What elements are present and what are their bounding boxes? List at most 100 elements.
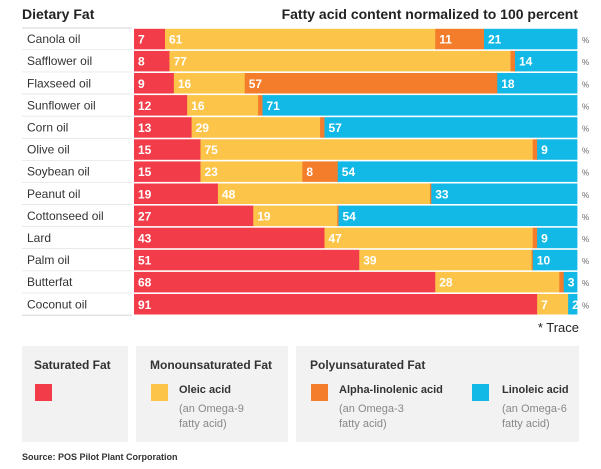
bar-label-oleic: 61: [169, 33, 183, 47]
legend-poly-title: Polyunsaturated Fat: [310, 358, 426, 372]
row-label: Butterfat: [27, 275, 73, 289]
row-label: Canola oil: [27, 32, 80, 46]
bar-saturated: [134, 271, 436, 293]
bar-label-oleic: 39: [363, 254, 377, 268]
bar-label-alpha: 57: [249, 77, 263, 91]
bar-saturated: [134, 139, 201, 160]
bar-alpha: [532, 139, 538, 160]
row-header: Dietary Fat: [22, 6, 95, 22]
bar-label-saturated: 7: [138, 33, 145, 47]
bar-oleic: [537, 294, 569, 315]
legend-mono-panel: Monounsaturated Fat Oleic acid (an Omega…: [136, 346, 288, 442]
bar-label-linoleic: 54: [342, 165, 356, 179]
percent-sign: %: [582, 169, 589, 178]
bar-oleic: [200, 161, 303, 182]
bar-saturated: [134, 294, 538, 315]
bar-label-oleic: 19: [257, 209, 271, 223]
bar-alpha: [559, 271, 565, 293]
legend-saturated-title: Saturated Fat: [34, 358, 111, 372]
bar-oleic: [187, 95, 259, 116]
bar-alpha: [531, 249, 534, 271]
bar-label-linoleic: 21: [488, 33, 502, 47]
row-label: Soybean oil: [27, 165, 90, 179]
bar-label-saturated: 9: [138, 77, 145, 91]
legend-linoleic-name: Linoleic acid: [502, 384, 569, 396]
bar-label-oleic: 28: [439, 276, 453, 290]
percent-sign: %: [582, 235, 589, 244]
percent-sign: %: [582, 213, 589, 222]
bar-linoleic: [497, 73, 578, 94]
percent-sign: %: [582, 257, 589, 266]
bar-linoleic: [338, 205, 578, 227]
bar-label-saturated: 27: [138, 209, 152, 223]
percent-sign: %: [582, 124, 589, 133]
bar-alpha: [435, 28, 485, 50]
bar-label-linoleic: 71: [266, 99, 280, 113]
row-label: Flaxseed oil: [27, 76, 91, 90]
legend-oleic-name: Oleic acid: [179, 384, 231, 396]
bar-linoleic: [337, 161, 578, 182]
row-label: Corn oil: [27, 120, 68, 134]
row-label-cell: [22, 204, 132, 227]
bar-saturated: [134, 73, 175, 94]
legend-saturated-swatch: [35, 384, 52, 401]
bar-label-linoleic: 57: [328, 121, 342, 135]
row-label-cell: [22, 72, 132, 95]
legend-mono-title: Monounsaturated Fat: [150, 358, 272, 372]
row-label: Safflower oil: [27, 54, 92, 68]
bar-saturated: [134, 28, 166, 50]
row-label: Palm oil: [27, 253, 70, 267]
bar-label-oleic: 23: [204, 165, 218, 179]
bar-alpha: [320, 117, 325, 138]
bar-label-oleic: 75: [204, 143, 218, 157]
row-label: Sunflower oil: [27, 98, 96, 112]
row-label-cell: [22, 116, 132, 139]
bar-label-oleic: 7: [541, 298, 548, 312]
bar-linoleic: [431, 183, 578, 204]
bar-alpha: [532, 227, 538, 249]
bar-oleic: [200, 139, 534, 160]
percent-sign: %: [582, 36, 589, 45]
row-label: Olive oil: [27, 143, 70, 157]
bar-oleic: [165, 28, 436, 50]
chart-title: Fatty acid content normalized to 100 per…: [282, 6, 579, 22]
bar-label-saturated: 43: [138, 231, 152, 245]
bar-label-saturated: 19: [138, 187, 152, 201]
percent-sign: %: [582, 80, 589, 89]
bar-linoleic: [483, 28, 578, 50]
bar-alpha: [337, 205, 339, 227]
bar-linoleic: [563, 271, 578, 293]
legend-oleic-sub: (an Omega-9 fatty acid): [179, 403, 244, 430]
bar-oleic: [169, 50, 511, 72]
legend-alpha-sub: (an Omega-3 fatty acid): [339, 403, 404, 430]
bar-saturated: [134, 117, 192, 138]
row-label-cell: [22, 160, 132, 183]
bar-label-saturated: 13: [138, 121, 152, 135]
bar-label-saturated: 15: [138, 165, 152, 179]
bar-label-linoleic: 9: [541, 231, 548, 245]
legend-linoleic-swatch: [472, 384, 489, 401]
bar-linoleic: [514, 50, 578, 72]
bar-label-alpha: 8: [306, 165, 313, 179]
bar-saturated: [134, 183, 219, 204]
bar-oleic: [435, 271, 560, 293]
bar-label-oleic: 29: [196, 121, 210, 135]
legend-saturated-panel: Saturated Fat: [22, 346, 128, 442]
chart: Dietary Fat Fatty acid content normalize…: [22, 6, 589, 316]
source-note: Source: POS Pilot Plant Corporation: [22, 452, 178, 462]
bar-label-linoleic: 10: [537, 254, 551, 268]
bar-linoleic: [537, 139, 578, 160]
bar-label-linoleic: 33: [435, 187, 449, 201]
bar-alpha: [510, 50, 516, 72]
bar-saturated: [134, 249, 360, 271]
bar-label-oleic: 47: [328, 231, 342, 245]
row-label-cell: [22, 182, 132, 205]
row-label: Peanut oil: [27, 187, 80, 201]
percent-sign: %: [582, 301, 589, 310]
bar-linoleic: [324, 117, 578, 138]
bar-linoleic: [532, 249, 578, 271]
bar-label-oleic: 16: [191, 99, 205, 113]
trace-note: * Trace: [537, 320, 579, 335]
bar-label-saturated: 68: [138, 276, 152, 290]
bar-label-saturated: 91: [138, 298, 152, 312]
